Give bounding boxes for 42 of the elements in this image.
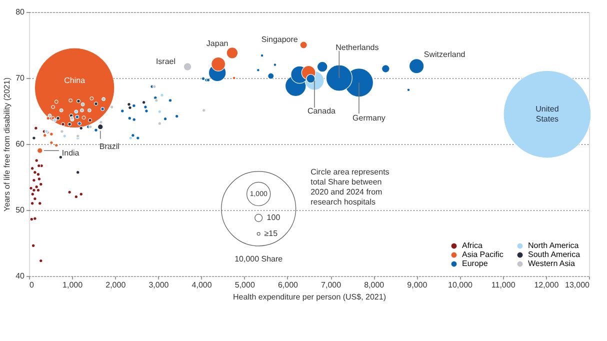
x-tick-label: 3,000 (148, 280, 170, 290)
legend-label: Europe (462, 259, 488, 268)
y-axis-title: Years of life free from disability (2021) (2, 77, 12, 212)
x-tick-label: 0 (30, 280, 34, 290)
annotation: Germany (352, 114, 386, 123)
legend-label: South America (528, 250, 581, 259)
x-tick-label: 13,000 (565, 280, 590, 290)
x-axis-title: Health expenditure per person (US$, 2021) (233, 292, 386, 302)
x-tick-label: 8,000 (364, 280, 385, 290)
x-tick-label: 11,000 (491, 280, 516, 290)
x-tick-label: 1,000 (62, 280, 84, 290)
annotation: Canada (307, 106, 336, 116)
y-tick-label: 80 (16, 8, 26, 16)
x-tick-label: 5,000 (234, 280, 256, 290)
x-tick-label: 4,000 (192, 280, 212, 290)
x-tick-label: 9,000 (407, 280, 428, 290)
legend-label: ≥15 (264, 228, 278, 238)
x-tick-label: 10,000 (448, 280, 474, 290)
annotation: Switzerland (424, 50, 466, 60)
legend-label: North America (528, 241, 580, 250)
x-tick-label: 2,000 (106, 280, 126, 290)
y-tick-label: 50 (16, 206, 26, 214)
annotation: Japan (206, 39, 228, 48)
annotation: India (62, 148, 80, 158)
y-tick-label: 60 (16, 140, 26, 148)
legend-label: Western Asia (528, 259, 576, 268)
annotation: Netherlands (336, 43, 379, 52)
legend-label: 10,000 Share (234, 254, 284, 264)
legend-label: 100 (266, 212, 281, 222)
annotation: Israel (156, 56, 176, 66)
x-tick-label: 6,000 (278, 280, 299, 290)
legend-label: Africa (462, 241, 483, 250)
y-tick-label: 70 (16, 74, 26, 82)
annotation: Singapore (261, 35, 298, 44)
x-tick-label: 12,000 (534, 280, 560, 290)
annotation: Circle area represents total Share between 2020 and 2024 from research hospitals (310, 168, 390, 207)
legend-label: Asia Pacific (462, 250, 504, 259)
y-tick-label: 40 (16, 272, 26, 280)
annotation: Brazil (99, 142, 120, 151)
annotation: United States (536, 104, 559, 124)
x-tick-label: 7,000 (321, 280, 342, 290)
annotation: China (64, 76, 86, 85)
